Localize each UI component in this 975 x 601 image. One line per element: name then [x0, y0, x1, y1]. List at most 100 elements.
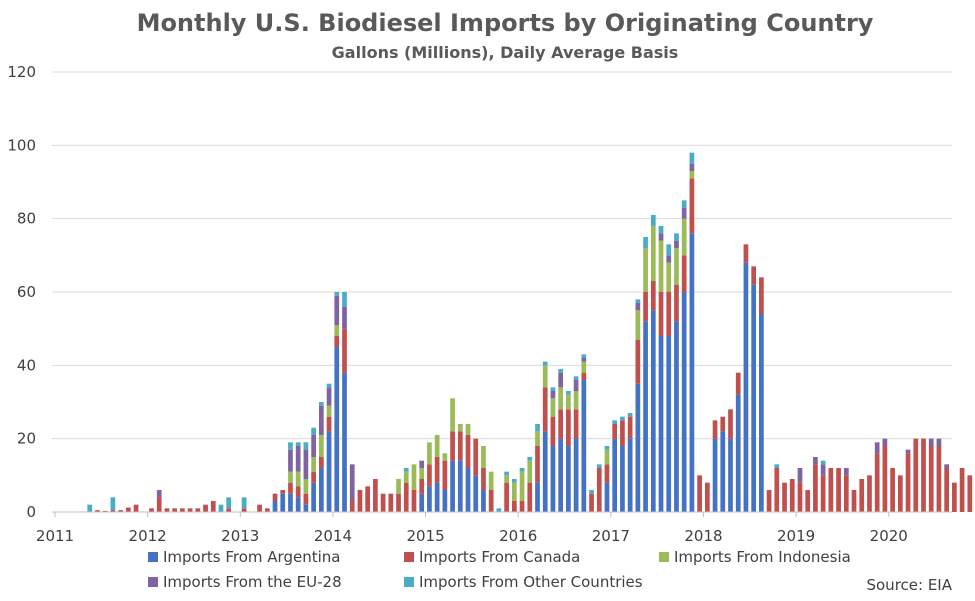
bar-segment — [558, 409, 564, 439]
bar-segment — [156, 490, 162, 498]
bar-segment — [952, 482, 957, 512]
bar-segment — [820, 460, 826, 465]
bar-segment — [859, 479, 865, 512]
legend-item: Imports From Indonesia — [659, 548, 851, 566]
bar-segment — [797, 468, 803, 483]
bar-segment — [442, 460, 448, 490]
bar-segment — [666, 336, 672, 512]
bar-segment — [288, 449, 293, 472]
bar-segment — [342, 328, 347, 373]
bar-segment — [581, 380, 587, 512]
bar-segment — [465, 468, 471, 512]
bar-segment — [334, 325, 340, 336]
bar-segment — [774, 468, 780, 512]
bar-segment — [334, 336, 340, 347]
bar-segment — [295, 471, 301, 487]
bar-segment — [581, 354, 587, 358]
bar-segment — [295, 442, 301, 446]
bar-segment — [288, 493, 293, 512]
legend-label: Imports From the EU-28 — [163, 573, 342, 591]
bar-segment — [890, 468, 895, 512]
bar-segment — [280, 490, 286, 494]
bar-segment — [589, 493, 594, 512]
bar-segment — [295, 486, 301, 498]
bar-segment — [882, 446, 888, 512]
bar-segment — [759, 277, 764, 314]
bar-segment — [612, 420, 618, 424]
bar-segment — [450, 431, 455, 461]
bar-segment — [620, 420, 625, 446]
bar-segment — [635, 303, 641, 311]
bar-segment — [596, 468, 602, 512]
bar-segment — [704, 482, 710, 512]
bar-segment — [535, 446, 540, 483]
bar-segment — [766, 490, 772, 512]
bar-segment — [373, 479, 378, 512]
legend-item: Imports From Other Countries — [404, 573, 643, 591]
bar-segment — [596, 464, 602, 468]
bar-segment — [666, 292, 672, 336]
bar-segment — [203, 504, 208, 512]
y-tick-label: 100 — [7, 136, 36, 154]
bar-segment — [396, 493, 401, 512]
bar-segment — [481, 490, 486, 512]
bar-segment — [457, 424, 463, 432]
bar-segment — [303, 479, 309, 494]
bar-segment — [303, 504, 309, 512]
bar-segment — [650, 310, 656, 512]
bar-segment — [913, 438, 919, 512]
bar-segment — [272, 501, 278, 512]
bar-segment — [905, 449, 911, 454]
bar-segment — [658, 226, 664, 234]
bar-segment — [573, 438, 579, 512]
legend-label: Imports From Other Countries — [419, 573, 643, 591]
bar-segment — [349, 464, 355, 501]
bar-segment — [388, 493, 394, 512]
bar-segment — [365, 486, 371, 512]
bar-segment — [550, 446, 556, 512]
bar-segment — [681, 218, 687, 256]
y-tick-label: 40 — [17, 356, 36, 374]
bar-segment — [550, 398, 556, 417]
x-tick-label: 2019 — [777, 527, 815, 545]
bar-segment — [311, 427, 316, 435]
bar-segment — [759, 314, 764, 512]
chart-subtitle: Gallons (Millions), Daily Average Basis — [332, 43, 679, 62]
bar-segment — [519, 471, 525, 501]
bar-segment — [349, 501, 355, 512]
bar-segment — [241, 497, 247, 509]
bar-segment — [612, 424, 618, 439]
bar-segment — [226, 497, 232, 509]
bar-segment — [527, 457, 533, 461]
bar-segment — [87, 504, 93, 512]
bar-segment — [743, 244, 749, 263]
bar-segment — [542, 365, 548, 388]
bar-segment — [643, 237, 648, 248]
bar-segment — [550, 387, 556, 391]
bar-segment — [820, 475, 826, 512]
bar-segment — [218, 504, 224, 512]
bar-segment — [627, 416, 633, 439]
bar-segment — [334, 347, 340, 512]
bar-segment — [164, 508, 170, 512]
bar-segment — [334, 292, 340, 296]
bar-segment — [558, 369, 564, 373]
bar-segment — [419, 479, 425, 494]
legend-swatch — [148, 577, 158, 587]
x-tick-label: 2012 — [129, 527, 167, 545]
bar-segment — [403, 468, 409, 472]
bar-segment — [735, 372, 741, 395]
bar-segment — [928, 438, 934, 446]
y-tick-label: 60 — [17, 283, 36, 301]
bar-segment — [743, 262, 749, 512]
bar-segment — [936, 446, 942, 512]
bar-segment — [542, 387, 548, 432]
bar-segment — [666, 255, 672, 263]
bar-segment — [967, 475, 973, 512]
bar-segment — [566, 409, 571, 446]
bar-segment — [156, 497, 162, 512]
bar-segment — [542, 361, 548, 366]
bar-segment — [558, 438, 564, 512]
bar-segment — [149, 508, 154, 512]
